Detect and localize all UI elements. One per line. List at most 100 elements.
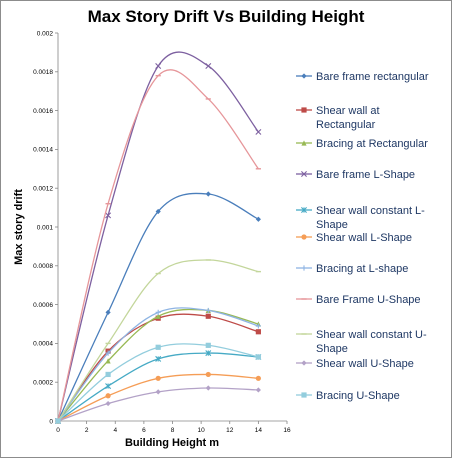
data-point: [255, 216, 261, 222]
legend-item: Bare frame rectangular: [296, 71, 429, 83]
x-tick-label: 2: [85, 427, 89, 434]
data-point: [301, 207, 307, 213]
y-tick-label: 0.0012: [33, 186, 53, 193]
data-point: [155, 344, 161, 350]
data-point: [205, 385, 211, 391]
data-point: [105, 358, 111, 364]
legend: Bare frame rectangular Shear wall at Recta…: [296, 71, 429, 402]
data-point: [105, 383, 112, 390]
x-tick-label: 8: [171, 427, 175, 434]
data-point: [155, 389, 161, 395]
legend-item: Bare frame L-Shape: [296, 169, 415, 181]
data-point: [255, 128, 262, 135]
data-point: [301, 234, 307, 240]
y-tick-label: 0.0002: [33, 380, 53, 387]
data-point: [155, 313, 161, 319]
y-tick-label: 0.0018: [33, 69, 53, 76]
x-tick-label: 10: [198, 427, 206, 434]
data-point: [255, 387, 261, 393]
series-line: [57, 307, 259, 422]
series-9: [55, 259, 261, 422]
x-tick-label: 4: [113, 427, 117, 434]
data-point: [105, 371, 111, 378]
y-tick-label: 0.0006: [33, 302, 53, 309]
legend-label: Rectangular: [316, 119, 376, 131]
legend-label: Shear wall U-Shape: [316, 358, 414, 370]
y-tick-label: 0.0016: [33, 108, 53, 115]
legend-item: Shear wall L-Shape: [296, 232, 412, 244]
x-tick-label: 6: [142, 427, 146, 434]
series-4: [55, 51, 262, 424]
data-point: [155, 375, 161, 381]
x-tick-label: 14: [255, 427, 263, 434]
legend-label: Shear wall at: [316, 105, 380, 117]
legend-item: Shear wall constant L- Shape: [296, 205, 425, 231]
legend-label: Shear wall constant L-: [316, 205, 425, 217]
data-point: [301, 107, 307, 113]
legend-label: Bare frame rectangular: [316, 71, 429, 83]
series-2: [55, 313, 261, 424]
data-point: [255, 375, 261, 381]
legend-label: Shear wall constant U-: [316, 329, 427, 341]
y-tick-label: 0.0008: [33, 263, 53, 270]
legend-label: Bare frame L-Shape: [316, 169, 415, 181]
series-line: [57, 259, 259, 422]
data-point: [105, 393, 111, 399]
data-point: [155, 62, 162, 69]
data-point: [301, 265, 307, 271]
y-tick-label: 0: [49, 418, 53, 425]
x-axis-label: Building Height m: [125, 437, 219, 449]
legend-label: Bracing at Rectangular: [316, 138, 428, 150]
series-line: [57, 308, 259, 422]
legend-label: Bracing at L-shape: [316, 263, 408, 275]
data-point: [155, 208, 161, 215]
data-point: [155, 355, 162, 362]
series-line: [57, 51, 259, 422]
series-line: [57, 373, 259, 422]
data-point: [301, 392, 307, 398]
x-ticks: 0 2 4 6 8 10 12 14 16: [56, 421, 291, 434]
legend-item: Bracing at L-shape: [296, 263, 408, 275]
x-tick-label: 12: [226, 427, 234, 434]
data-point: [255, 329, 261, 335]
legend-item: Shear wall constant U- Shape: [296, 329, 427, 355]
data-point: [255, 323, 261, 329]
data-point: [105, 309, 111, 315]
data-point: [205, 62, 212, 69]
data-point: [105, 400, 111, 407]
data-point: [55, 418, 61, 424]
data-point: [105, 212, 112, 219]
chart-title: Max Story Drift Vs Building Height: [88, 7, 365, 26]
y-tick-label: 0.0014: [33, 147, 53, 154]
series-line: [57, 192, 259, 422]
legend-label: Shear wall L-Shape: [316, 232, 412, 244]
data-point: [205, 371, 211, 378]
legend-item: Bracing U-Shape: [296, 390, 400, 402]
y-tick-label: 0.002: [37, 30, 54, 37]
x-tick-label: 16: [283, 427, 291, 434]
data-point: [205, 191, 211, 197]
data-point: [301, 171, 307, 177]
plot-area: 0 0.0002 0.0004 0.0006 0.0008 0.001 0.0012 0.00…: [33, 30, 291, 434]
y-ticks: 0 0.0002 0.0004 0.0006 0.0008 0.001 0.0012 0.00…: [33, 30, 58, 425]
legend-item: Bare Frame U-Shape: [296, 294, 421, 306]
data-point: [301, 73, 307, 79]
x-tick-label: 0: [56, 427, 60, 434]
series-group: [55, 51, 262, 424]
data-point: [205, 313, 211, 319]
legend-item: Shear wall at Rectangular: [296, 105, 380, 131]
legend-label: Bracing U-Shape: [316, 390, 400, 402]
legend-label: Bare Frame U-Shape: [316, 294, 421, 306]
y-tick-label: 0.001: [37, 224, 54, 231]
data-point: [205, 307, 211, 314]
y-axis-label: Max story drift: [13, 189, 25, 265]
legend-label: Shape: [316, 343, 348, 355]
series-11: [55, 342, 261, 424]
data-point: [105, 350, 111, 356]
series-line: [57, 69, 259, 422]
data-point: [155, 309, 161, 315]
legend-item: Shear wall U-Shape: [296, 358, 414, 370]
data-point: [301, 140, 307, 146]
data-point: [205, 342, 211, 348]
